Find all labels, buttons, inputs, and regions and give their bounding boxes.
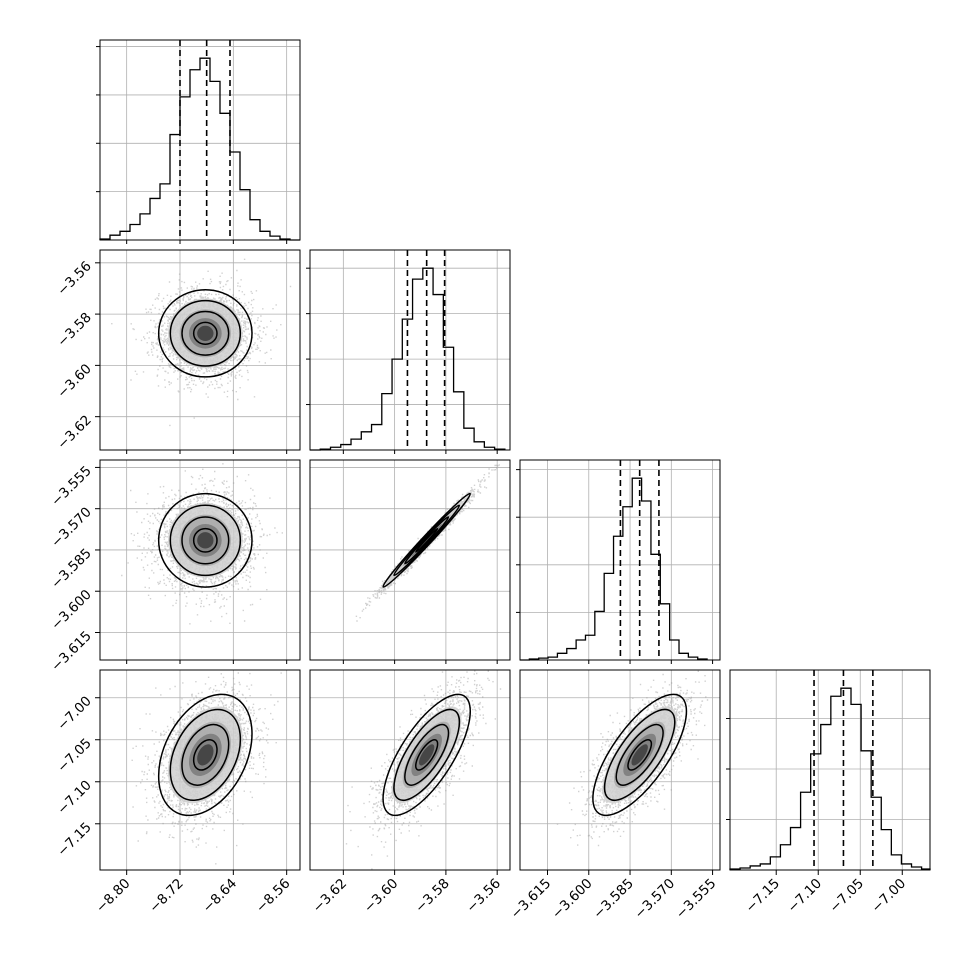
contour-0-2-1: [181, 516, 230, 565]
panel-frame-2-2: [519, 459, 721, 661]
tick-label-y-3-2: −7.05: [54, 735, 95, 776]
contour-2-3-0: [627, 738, 653, 771]
contour-0-1-0: [192, 321, 218, 345]
density-shade-0-3-3: [197, 744, 214, 766]
density-shade-0-1-3: [197, 325, 214, 341]
density-shade-0-2-3: [197, 532, 214, 549]
panel-content-1-2: [355, 464, 500, 622]
tick-label-y-3-1: −7.10: [54, 777, 95, 818]
tick-label-x-2-2: −3.585: [590, 876, 637, 923]
panel-frame-0-2: [99, 459, 301, 661]
panel-frame-2-3: [519, 669, 721, 871]
tick-label-y-2-2: −3.585: [48, 545, 95, 592]
contour-1-2-2: [393, 504, 461, 577]
tick-label-x-3-3: −7.00: [869, 876, 910, 917]
contour-0-2-0: [192, 527, 218, 553]
contour-0-2-2: [169, 504, 242, 577]
panel-content-0-3: [131, 670, 282, 865]
contour-0-1-2: [169, 299, 242, 367]
tick-label-x-3-2: −7.05: [827, 876, 868, 917]
histogram-1: [310, 267, 506, 451]
tick-label-y-3-0: −7.15: [54, 819, 95, 860]
panel-frame-1-2: [309, 459, 511, 661]
panel-frame-3-3: [729, 669, 931, 871]
panel-frame-0-1: [99, 249, 301, 451]
tick-label-y-1-3: −3.56: [54, 258, 95, 299]
contour-0-3-1: [181, 723, 230, 786]
density-shade-1-2-3: [419, 532, 435, 549]
tick-label-y-2-3: −3.570: [48, 504, 95, 551]
contour-0-3-2: [169, 708, 242, 802]
contour-1-2-3: [382, 492, 472, 588]
density-shade-2-3-3: [631, 744, 648, 766]
tick-label-x-2-4: −3.555: [673, 876, 720, 923]
tick-label-x-2-3: −3.570: [631, 876, 678, 923]
tick-label-x-0-1: −8.72: [146, 876, 187, 917]
tick-label-x-1-2: −3.58: [412, 876, 453, 917]
contour-2-3-2: [603, 708, 676, 802]
tick-label-x-2-1: −3.600: [549, 876, 596, 923]
tick-label-y-2-1: −3.600: [48, 587, 95, 634]
panel-frame-1-3: [309, 669, 511, 871]
panel-content-1-3: [345, 670, 502, 870]
contour-1-3-3: [382, 693, 472, 817]
contour-1-3-2: [393, 708, 461, 802]
panel-frame-0-0: [99, 39, 301, 241]
contour-0-2-3: [157, 492, 253, 588]
tick-label-x-3-0: −7.15: [742, 876, 783, 917]
tick-label-x-1-1: −3.60: [361, 876, 402, 917]
contour-1-3-0: [415, 738, 439, 771]
tick-label-x-0-3: −8.56: [253, 876, 294, 917]
tick-label-y-1-2: −3.58: [54, 310, 95, 351]
panel-content-0-1: [111, 258, 292, 427]
tick-label-y-2-0: −3.615: [48, 628, 95, 675]
tick-label-x-1-0: −3.62: [310, 876, 351, 917]
histogram-3: [729, 687, 931, 870]
contour-0-3-0: [192, 738, 218, 771]
panel-frame-1-1: [309, 249, 511, 451]
tick-label-x-1-3: −3.56: [463, 876, 504, 917]
contour-2-3-1: [615, 723, 664, 786]
contour-1-2-1: [404, 516, 450, 565]
tick-label-x-0-2: −8.64: [200, 876, 241, 917]
histogram-0: [99, 57, 300, 241]
density-shade-1-3-3: [419, 744, 435, 766]
contour-1-2-0: [415, 527, 439, 553]
contour-0-3-3: [157, 693, 253, 817]
tick-label-y-1-1: −3.60: [54, 361, 95, 402]
tick-label-y-3-3: −7.00: [54, 693, 95, 734]
histogram-2: [520, 477, 708, 661]
tick-label-x-3-1: −7.10: [784, 876, 825, 917]
contour-2-3-3: [592, 693, 688, 817]
contour-1-3-1: [404, 723, 450, 786]
panel-content-2-3: [556, 670, 709, 847]
tick-label-x-0-0: −8.80: [93, 876, 134, 917]
panel-frame-0-3: [99, 669, 301, 871]
panel-content-0-2: [121, 463, 283, 625]
contour-0-1-1: [181, 310, 230, 356]
tick-label-y-2-4: −3.555: [48, 463, 95, 510]
tick-label-y-1-0: −3.62: [54, 412, 95, 453]
tick-label-x-2-0: −3.615: [508, 876, 555, 923]
contour-0-1-3: [157, 288, 253, 378]
